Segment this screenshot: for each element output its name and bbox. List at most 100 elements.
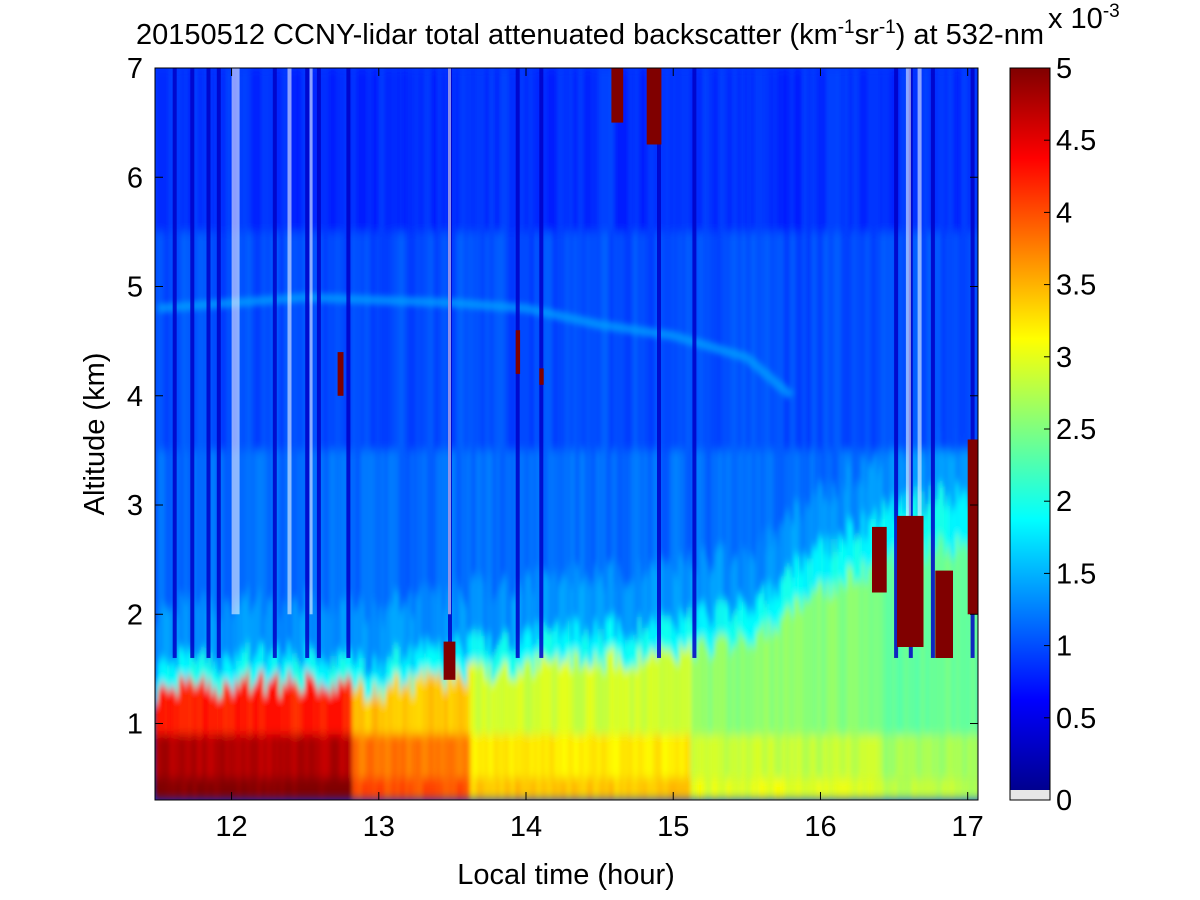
profile-cell <box>411 616 415 672</box>
profile-cell <box>876 474 880 530</box>
profile-cell <box>955 428 960 484</box>
profile-cell <box>281 68 286 232</box>
profile-cell <box>340 450 345 600</box>
profile-cell <box>431 778 436 800</box>
y-tick-label: 5 <box>127 272 143 304</box>
profile-cell <box>372 231 377 451</box>
profile-cell <box>493 597 498 653</box>
profile-cell <box>614 734 618 779</box>
profile-cell <box>169 607 174 663</box>
profile-cell <box>322 68 327 232</box>
profile-cell <box>505 577 509 633</box>
signal-dropout-stripe <box>657 68 661 658</box>
profile-cell <box>470 633 474 664</box>
profile-cell <box>835 497 839 553</box>
profile-cell <box>685 617 689 650</box>
profile-cell <box>490 656 495 684</box>
profile-cell <box>367 675 371 699</box>
y-tick-label: 7 <box>127 53 143 85</box>
profile-cell <box>378 662 383 688</box>
profile-cell <box>384 778 389 800</box>
profile-cell <box>664 68 668 232</box>
profile-cell <box>661 68 665 232</box>
profile-cell <box>378 687 383 735</box>
profile-cell <box>608 650 612 735</box>
profile-cell <box>652 651 657 735</box>
profile-cell <box>876 778 880 800</box>
profile-cell <box>561 450 565 575</box>
profile-cell <box>461 231 465 451</box>
profile-cell <box>431 643 436 673</box>
profile-cell <box>163 231 168 451</box>
profile-cell <box>157 607 162 663</box>
profile-cell <box>296 68 300 232</box>
profile-cell <box>481 581 486 637</box>
profile-cell <box>552 734 557 779</box>
profile-cell <box>593 620 598 653</box>
profile-cell <box>567 734 571 779</box>
profile-cell <box>210 778 215 800</box>
profile-cell <box>346 674 350 735</box>
profile-cell <box>714 450 718 551</box>
profile-cell <box>528 630 533 661</box>
profile-cell <box>349 597 353 653</box>
profile-cell <box>905 734 910 779</box>
profile-cell <box>626 68 630 232</box>
profile-cell <box>446 778 451 800</box>
profile-cell <box>958 498 963 549</box>
profile-cell <box>266 600 271 655</box>
profile-cell <box>885 68 889 232</box>
profile-cell <box>849 450 854 467</box>
profile-cell <box>243 778 247 800</box>
profile-cell <box>935 68 939 232</box>
profile-cell <box>746 778 751 800</box>
profile-cell <box>305 734 309 779</box>
profile-cell <box>487 68 492 232</box>
profile-cell <box>735 450 739 556</box>
profile-cell <box>157 734 162 779</box>
profile-cell <box>555 68 559 232</box>
profile-cell <box>546 778 551 800</box>
profile-cell <box>873 450 878 455</box>
profile-cell <box>163 68 168 232</box>
profile-cell <box>652 778 657 800</box>
profile-cell <box>973 231 978 451</box>
profile-cell <box>243 679 247 735</box>
profile-cell <box>202 734 206 779</box>
profile-cell <box>608 563 612 618</box>
profile-cell <box>378 450 383 608</box>
profile-cell <box>649 649 654 735</box>
profile-cell <box>664 564 668 619</box>
profile-cell <box>714 68 718 232</box>
profile-cell <box>331 778 336 800</box>
profile-cell <box>611 450 615 560</box>
profile-cell <box>885 559 889 735</box>
profile-cell <box>255 450 259 601</box>
profile-cell <box>328 734 333 779</box>
profile-cell <box>514 778 518 800</box>
profile-cell <box>411 671 415 696</box>
profile-cell <box>976 231 978 451</box>
profile-cell <box>861 560 866 735</box>
profile-cell <box>381 231 386 451</box>
profile-cell <box>888 778 892 800</box>
profile-cell <box>805 450 810 506</box>
profile-cell <box>667 778 671 800</box>
profile-cell <box>293 68 297 232</box>
profile-cell <box>699 734 704 779</box>
profile-cell <box>634 586 639 641</box>
profile-cell <box>605 778 610 800</box>
profile-cell <box>493 778 498 800</box>
profile-cell <box>246 670 250 735</box>
profile-cell <box>891 441 895 496</box>
profile-cell <box>187 734 191 779</box>
profile-cell <box>882 445 886 501</box>
profile-cell <box>252 68 256 232</box>
profile-cell <box>355 662 359 689</box>
profile-cell <box>246 734 250 779</box>
profile-cell <box>296 661 300 687</box>
profile-cell <box>390 68 395 232</box>
profile-cell <box>835 231 839 451</box>
elevated-aerosol-layer <box>157 292 794 400</box>
profile-cell <box>587 778 592 800</box>
